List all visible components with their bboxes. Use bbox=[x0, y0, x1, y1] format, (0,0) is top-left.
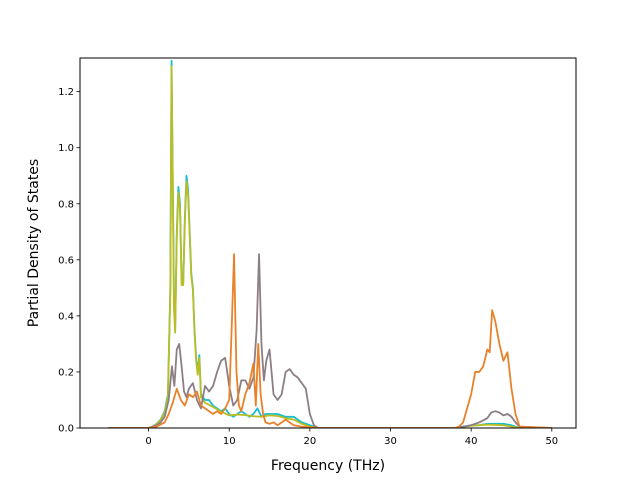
x-tick-label: 20 bbox=[303, 436, 316, 447]
series-line-2 bbox=[108, 65, 552, 428]
x-tick-label: 10 bbox=[223, 436, 236, 447]
y-tick-label: 0.2 bbox=[58, 367, 74, 378]
y-axis-label: Partial Density of States bbox=[26, 159, 42, 327]
y-tick-label: 0.4 bbox=[58, 311, 74, 322]
y-tick-label: 0.8 bbox=[58, 199, 74, 210]
y-tick-label: 1.2 bbox=[58, 87, 74, 98]
axis-ticks: 0 10 20 30 40 50 0.0 0.2 0.4 0.6 0.8 1.0 1.2 bbox=[58, 87, 558, 447]
x-axis-label: Frequency (THz) bbox=[271, 458, 385, 474]
x-tick-label: 50 bbox=[545, 436, 558, 447]
x-tick-label: 0 bbox=[145, 436, 151, 447]
x-tick-label: 30 bbox=[384, 436, 397, 447]
y-tick-label: 0.6 bbox=[58, 255, 74, 266]
series-line-4 bbox=[108, 253, 552, 428]
y-tick-label: 1.0 bbox=[58, 143, 74, 154]
series-line-3 bbox=[108, 253, 552, 428]
plot-frame bbox=[79, 57, 577, 429]
x-tick-label: 40 bbox=[465, 436, 478, 447]
y-tick-label: 0.0 bbox=[58, 424, 74, 435]
